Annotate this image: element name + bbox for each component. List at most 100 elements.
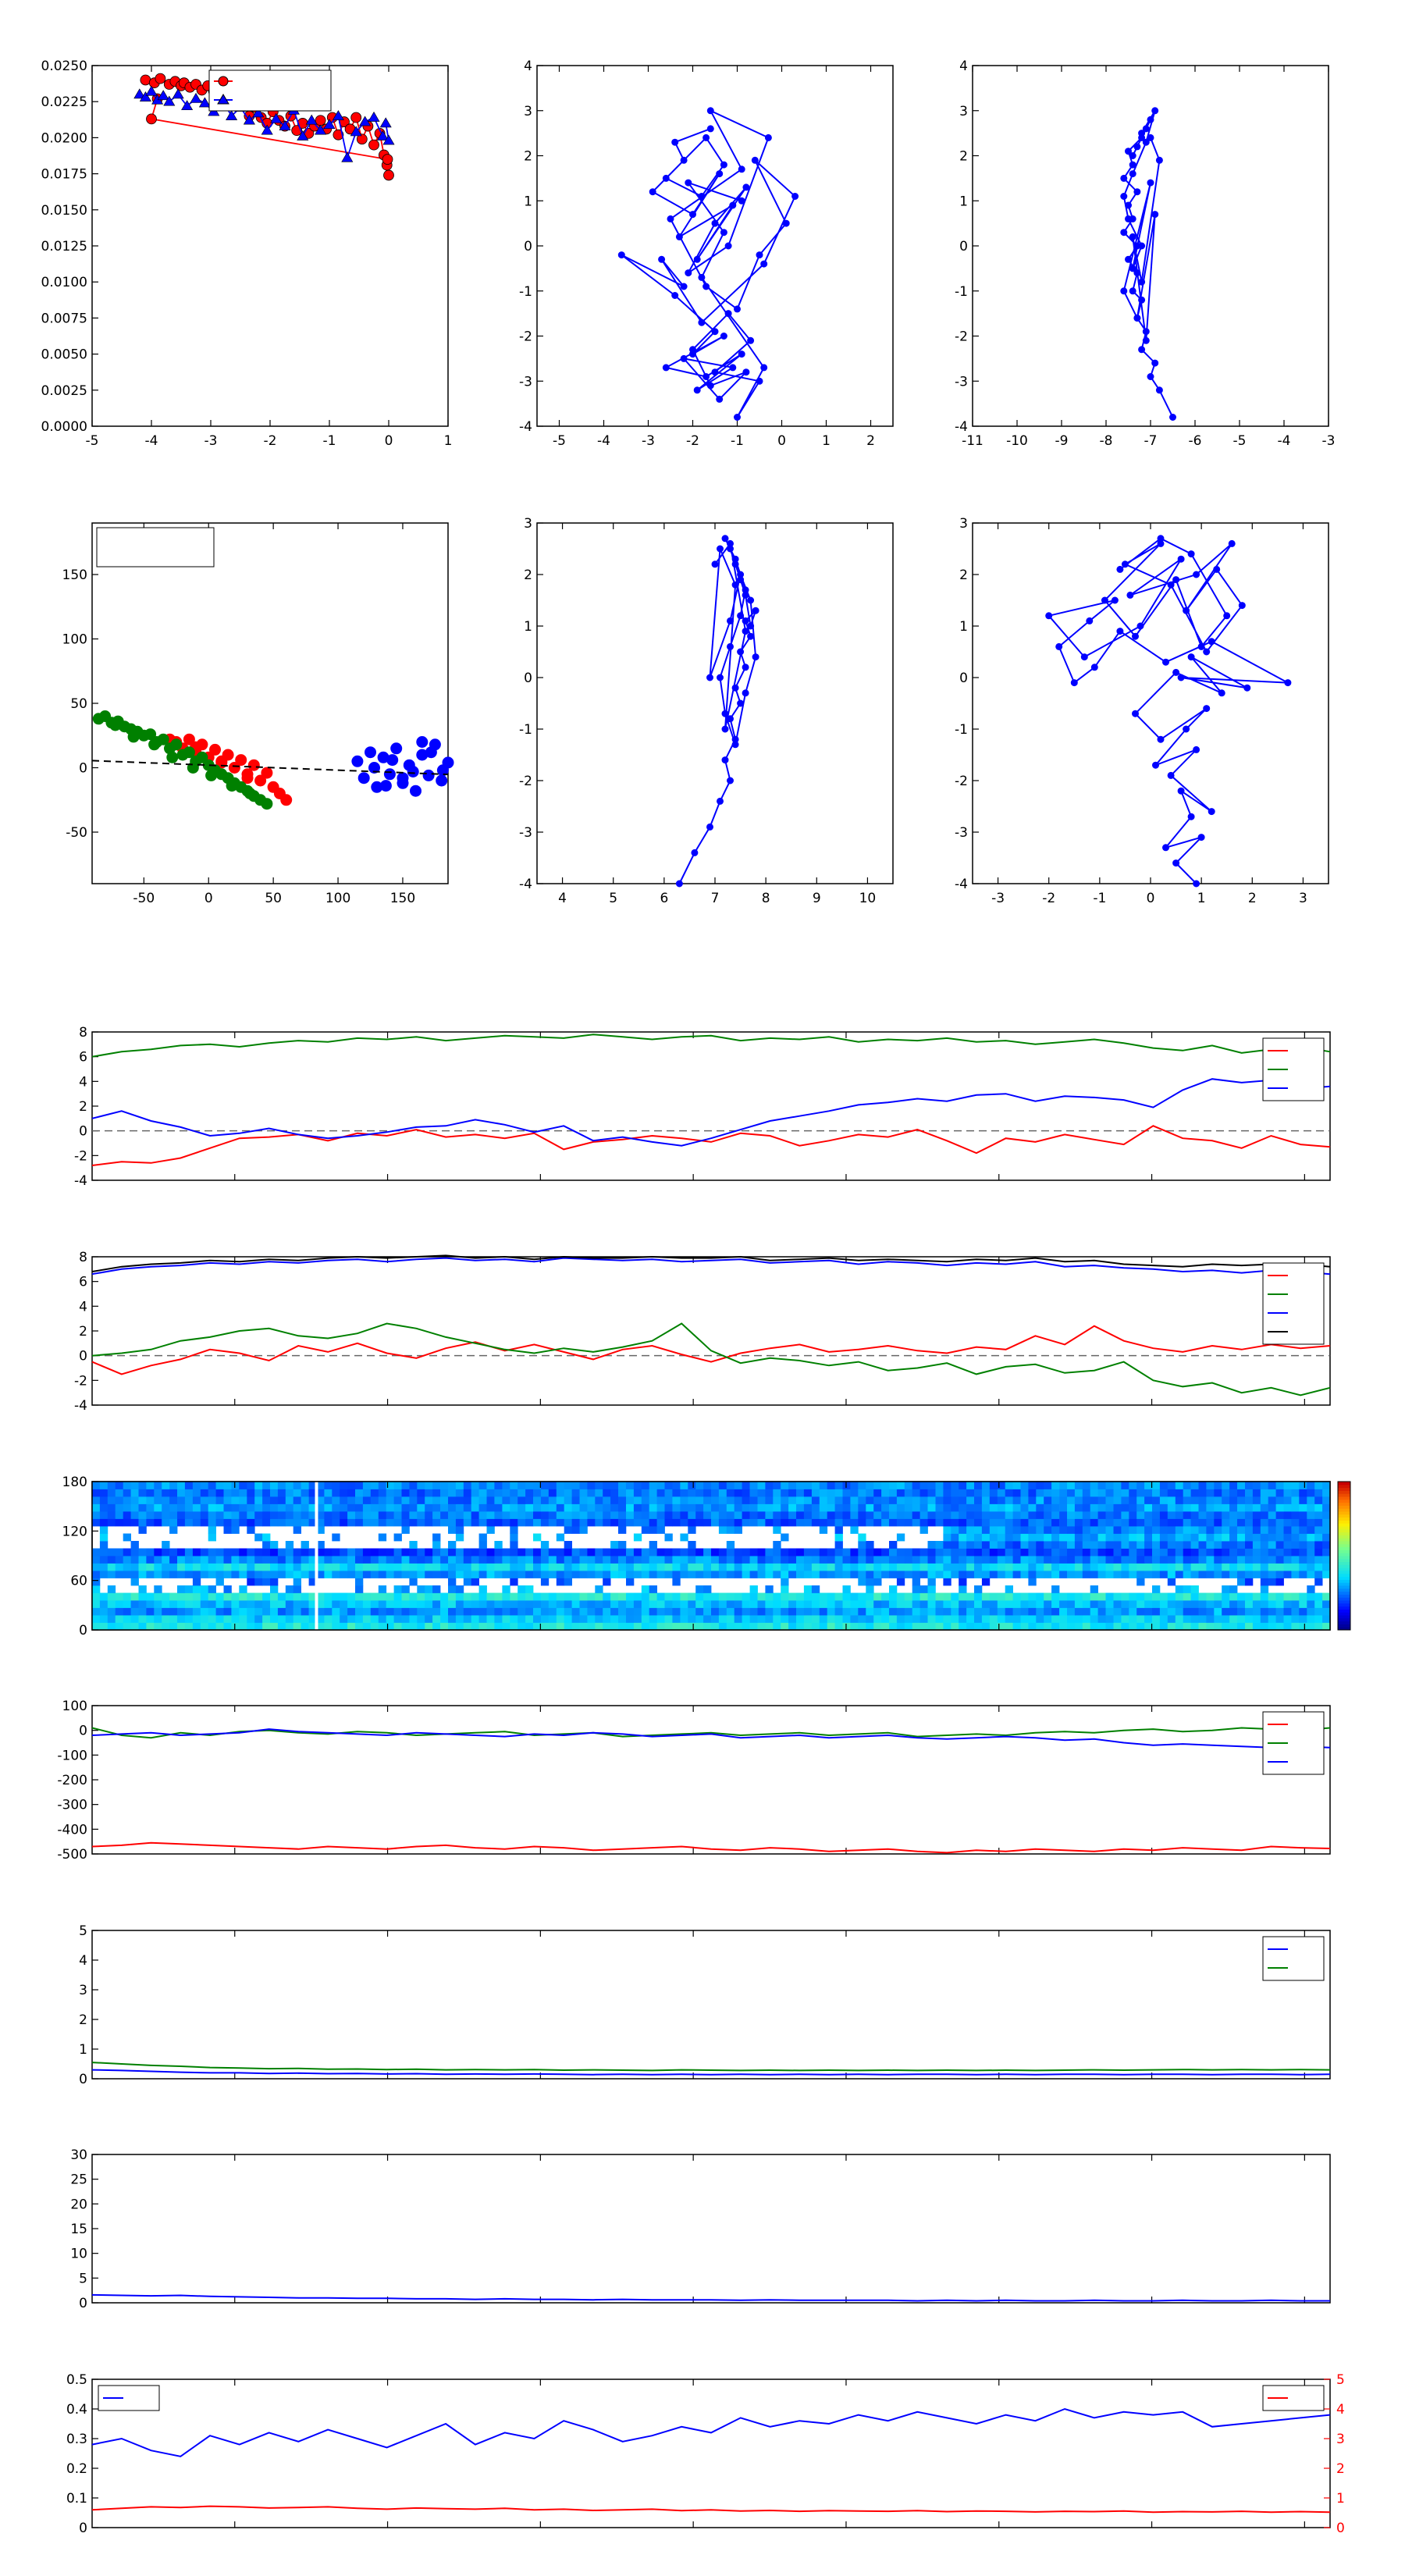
heatmap-cell [1020, 1622, 1029, 1631]
heatmap-cell [749, 1563, 758, 1571]
heatmap-cell [262, 1518, 271, 1527]
heatmap-cell [1020, 1571, 1029, 1578]
heatmap-cell [123, 1511, 131, 1519]
heatmap-cell [734, 1556, 742, 1564]
heatmap-cell [726, 1503, 735, 1512]
heatmap-cell [796, 1482, 805, 1489]
heatmap-cell [1237, 1607, 1246, 1616]
heatmap-cell [951, 1622, 959, 1631]
heatmap-cell [425, 1482, 433, 1489]
heatmap-cell [231, 1496, 240, 1504]
fit-line [91, 760, 449, 776]
heatmap-cell [1082, 1533, 1091, 1542]
heatmap-cell [1121, 1503, 1129, 1512]
heatmap-cell [107, 1511, 116, 1519]
heatmap-cell [1275, 1533, 1284, 1542]
heatmap-cell [1214, 1615, 1222, 1623]
data-point [752, 653, 759, 661]
heatmap-cell [951, 1600, 959, 1608]
heatmap-cell [1105, 1482, 1114, 1489]
heatmap-cell [254, 1622, 263, 1631]
y-tick-label: -1 [955, 284, 968, 300]
heatmap-cell [1206, 1563, 1215, 1571]
heatmap-cell [378, 1571, 387, 1578]
heatmap-cell [951, 1615, 959, 1623]
heatmap-cell [1090, 1571, 1098, 1578]
y-tick-label: -4 [74, 1173, 87, 1189]
heatmap-cell [757, 1482, 766, 1489]
heatmap-cell [827, 1489, 835, 1497]
heatmap-cell [301, 1503, 309, 1512]
heatmap-cell [1074, 1556, 1083, 1564]
heatmap-cell [757, 1563, 766, 1571]
heatmap-cell [834, 1615, 843, 1623]
heatmap-cell [1190, 1541, 1199, 1549]
heatmap-cell [525, 1622, 534, 1631]
heatmap-cell [912, 1503, 920, 1512]
heatmap-cell [1245, 1622, 1254, 1631]
heatmap-cell [935, 1482, 944, 1489]
heatmap-cell [680, 1622, 688, 1631]
heatmap-cell [811, 1489, 820, 1497]
data-point [270, 112, 283, 123]
heatmap-cell [711, 1511, 720, 1519]
heatmap-cell [564, 1607, 572, 1616]
heatmap-cell [742, 1503, 750, 1512]
data-point [737, 571, 745, 578]
heatmap-cell [695, 1482, 704, 1489]
heatmap-cell [1206, 1548, 1215, 1557]
heatmap-cell [711, 1503, 720, 1512]
heatmap-cell [726, 1496, 735, 1504]
heatmap-cell [177, 1571, 186, 1578]
heatmap-cell [401, 1556, 410, 1564]
heatmap-cell [819, 1518, 828, 1527]
heatmap-cell [115, 1503, 123, 1512]
y-tick-label: 0.0175 [41, 167, 87, 183]
heatmap-cell [1005, 1496, 1013, 1504]
heatmap-cell [633, 1503, 642, 1512]
heatmap-cell [502, 1556, 510, 1564]
heatmap-cell [1036, 1548, 1044, 1557]
heatmap-cell [162, 1600, 170, 1608]
heatmap-cell [819, 1511, 828, 1519]
heatmap-cell [912, 1615, 920, 1623]
colorbar-cell [1338, 1526, 1350, 1530]
heatmap-cell [1314, 1600, 1323, 1608]
data-point [1125, 148, 1132, 155]
heatmap-cell [981, 1615, 991, 1623]
heatmap-cell [571, 1503, 580, 1512]
heatmap-cell [1222, 1533, 1230, 1542]
heatmap-cell [649, 1526, 657, 1534]
heatmap-cell [123, 1622, 131, 1631]
heatmap-cell [1229, 1600, 1238, 1608]
heatmap-cell [773, 1622, 781, 1631]
heatmap-cell [896, 1600, 905, 1608]
y-tick-label: 0.3 [66, 2432, 87, 2447]
heatmap-cell [1020, 1592, 1029, 1601]
heatmap-cell [1082, 1526, 1091, 1534]
heatmap-cell [781, 1503, 789, 1512]
heatmap-cell [603, 1518, 611, 1527]
heatmap-cell [277, 1482, 286, 1489]
colorbar-cell [1338, 1561, 1350, 1565]
heatmap-cell [672, 1503, 681, 1512]
heatmap-cell [1159, 1556, 1168, 1564]
heatmap-cell [270, 1541, 279, 1549]
heatmap-cell [548, 1571, 557, 1578]
legend [1262, 1711, 1325, 1775]
heatmap-cell [1198, 1503, 1207, 1512]
heatmap-cell [1059, 1592, 1068, 1601]
heatmap-cell [355, 1571, 364, 1578]
heatmap-cell [432, 1548, 441, 1557]
heatmap-cell [518, 1585, 526, 1593]
heatmap-cell [688, 1622, 696, 1631]
heatmap-cell [858, 1607, 866, 1616]
heatmap-cell [293, 1585, 301, 1593]
heatmap-cell [502, 1482, 510, 1489]
data-point [717, 674, 724, 681]
heatmap-cell [378, 1503, 387, 1512]
heatmap-cell [866, 1496, 874, 1504]
data-point [721, 756, 729, 764]
heatmap-cell [215, 1496, 224, 1504]
heatmap-cell [146, 1511, 155, 1519]
